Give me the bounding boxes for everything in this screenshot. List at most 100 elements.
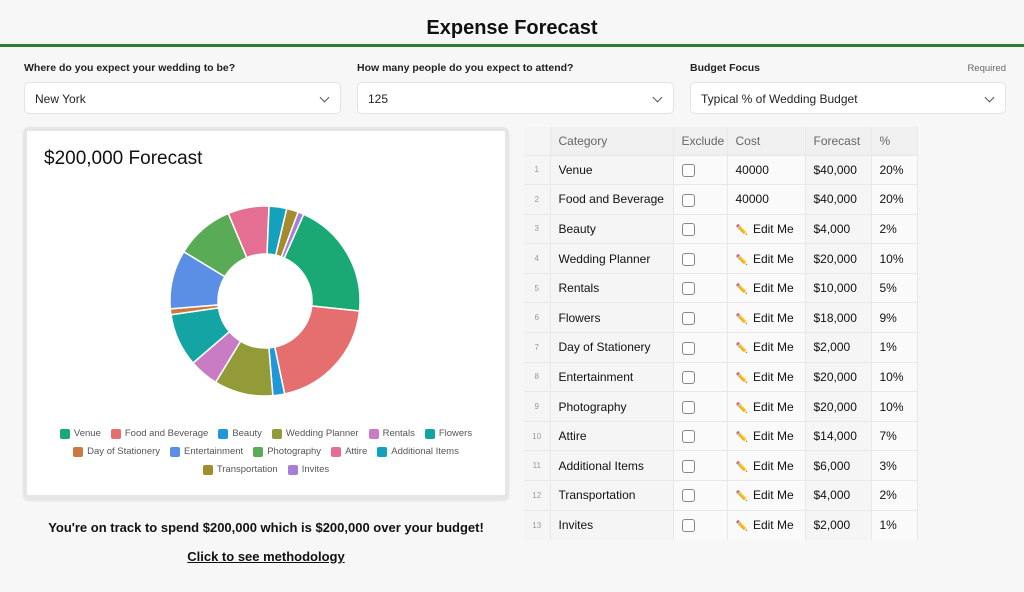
forecast-cell: $10,000 (805, 272, 872, 303)
category-cell: Food and Beverage (550, 184, 674, 215)
edit-me-label: Edit Me (752, 488, 794, 503)
row-index: 7 (524, 332, 551, 363)
pencil-icon: ✏️ (735, 491, 748, 503)
cost-cell[interactable]: ✏️ Edit Me (727, 509, 806, 540)
legend-item[interactable]: Invites (287, 464, 329, 475)
category-cell: Flowers (550, 302, 674, 333)
legend-label: Day of Stationery (87, 446, 161, 457)
forecast-column-header[interactable]: Forecast (805, 127, 872, 155)
legend-item[interactable]: Flowers (424, 428, 473, 439)
methodology-link[interactable]: Click to see methodology (187, 549, 345, 564)
table-row: 3 Beauty ✏️ Edit Me $4,000 2% (524, 213, 918, 244)
legend-item[interactable]: Beauty (218, 428, 262, 439)
exclude-cell (673, 391, 728, 422)
cost-cell[interactable]: ✏️ Edit Me (727, 243, 806, 274)
edit-me-label: Edit Me (752, 458, 794, 473)
cost-cell[interactable]: ✏️ Edit Me (727, 272, 806, 303)
location-select[interactable]: New York (24, 82, 341, 114)
location-label: Where do you expect your wedding to be? (24, 62, 236, 74)
cost-cell[interactable]: ✏️ Edit Me (727, 480, 806, 511)
exclude-checkbox[interactable] (681, 282, 695, 296)
legend-swatch (73, 446, 84, 457)
forecast-cell: $20,000 (805, 391, 872, 422)
legend-item[interactable]: Rentals (368, 428, 415, 439)
table-row: 8 Entertainment ✏️ Edit Me $20,000 10% (524, 361, 918, 392)
exclude-cell (673, 302, 728, 333)
exclude-cell (673, 361, 728, 392)
edit-me-label: Edit Me (752, 251, 794, 266)
pct-cell: 10% (871, 361, 918, 392)
legend-item[interactable]: Additional Items (377, 446, 459, 457)
cost-column-header[interactable]: Cost (727, 127, 806, 155)
cost-cell[interactable]: 40000 (727, 184, 806, 215)
pct-cell: 20% (871, 184, 918, 215)
legend-swatch (218, 428, 229, 439)
exclude-checkbox[interactable] (681, 400, 695, 414)
forecast-cell: $2,000 (805, 509, 872, 540)
exclude-checkbox[interactable] (681, 371, 695, 385)
forecast-cell: $4,000 (805, 480, 872, 511)
cost-cell[interactable]: ✏️ Edit Me (727, 391, 806, 422)
legend-item[interactable]: Transportation (202, 464, 278, 475)
category-column-header[interactable]: Category (550, 127, 674, 155)
cost-cell[interactable]: ✏️ Edit Me (727, 213, 806, 244)
cost-cell[interactable]: ✏️ Edit Me (727, 302, 806, 333)
exclude-checkbox[interactable] (681, 341, 695, 355)
page-title: Expense Forecast (426, 17, 598, 39)
exclude-checkbox[interactable] (681, 311, 695, 325)
legend-swatch (377, 446, 388, 457)
legend-label: Flowers (438, 428, 473, 439)
exclude-column-header[interactable]: Exclude (673, 127, 728, 155)
pencil-icon: ✏️ (735, 254, 748, 266)
attendees-select[interactable]: 125 (357, 82, 674, 114)
forecast-cell: $40,000 (805, 184, 872, 215)
category-cell: Additional Items (550, 450, 674, 481)
row-index: 12 (524, 480, 551, 511)
edit-me-label: Edit Me (752, 221, 794, 236)
legend-item[interactable]: Entertainment (170, 446, 243, 457)
exclude-cell (673, 272, 728, 303)
legend-item[interactable]: Wedding Planner (271, 428, 359, 439)
cost-cell[interactable]: ✏️ Edit Me (727, 450, 806, 481)
exclude-cell (673, 213, 728, 244)
budget-focus-select[interactable]: Typical % of Wedding Budget (690, 82, 1006, 114)
legend-item[interactable]: Food and Beverage (110, 428, 208, 439)
legend-item[interactable]: Attire (331, 446, 367, 457)
table-row: 6 Flowers ✏️ Edit Me $18,000 9% (524, 302, 918, 333)
exclude-checkbox[interactable] (681, 252, 695, 266)
exclude-checkbox[interactable] (681, 519, 695, 533)
legend-label: Photography (267, 446, 322, 457)
category-cell: Venue (550, 154, 674, 185)
donut-slice-food-and-beverage[interactable] (273, 305, 361, 395)
exclude-checkbox[interactable] (681, 163, 695, 177)
cost-cell[interactable]: ✏️ Edit Me (727, 332, 806, 363)
edit-me-label: Edit Me (752, 340, 794, 355)
legend-item[interactable]: Venue (59, 428, 101, 439)
cost-cell[interactable]: 40000 (727, 154, 806, 185)
legend-item[interactable]: Day of Stationery (73, 446, 160, 457)
pencil-icon: ✏️ (735, 372, 748, 384)
legend-item[interactable]: Photography (253, 446, 321, 457)
exclude-checkbox[interactable] (681, 459, 695, 473)
donut-chart (169, 205, 361, 397)
pencil-icon: ✏️ (735, 521, 748, 533)
chevron-down-icon (984, 92, 995, 103)
category-cell: Photography (550, 391, 674, 422)
legend-row: Transportation Invites (27, 464, 505, 475)
cost-cell[interactable]: ✏️ Edit Me (727, 361, 806, 392)
legend-swatch (253, 446, 264, 457)
row-index: 13 (524, 509, 551, 540)
exclude-checkbox[interactable] (681, 489, 695, 503)
table-row: 7 Day of Stationery ✏️ Edit Me $2,000 1% (524, 332, 918, 363)
cost-cell[interactable]: ✏️ Edit Me (727, 420, 806, 451)
exclude-checkbox[interactable] (681, 223, 695, 237)
exclude-checkbox[interactable] (681, 193, 695, 207)
exclude-checkbox[interactable] (681, 430, 695, 444)
donut-slice-invites[interactable] (280, 211, 305, 260)
table-row: 1 Venue 40000 $40,000 20% (524, 154, 918, 185)
category-cell: Rentals (550, 272, 674, 303)
table-row: 5 Rentals ✏️ Edit Me $10,000 5% (524, 272, 918, 303)
row-index: 9 (524, 391, 551, 422)
pct-column-header[interactable]: % (871, 127, 918, 155)
row-index: 8 (524, 361, 551, 392)
